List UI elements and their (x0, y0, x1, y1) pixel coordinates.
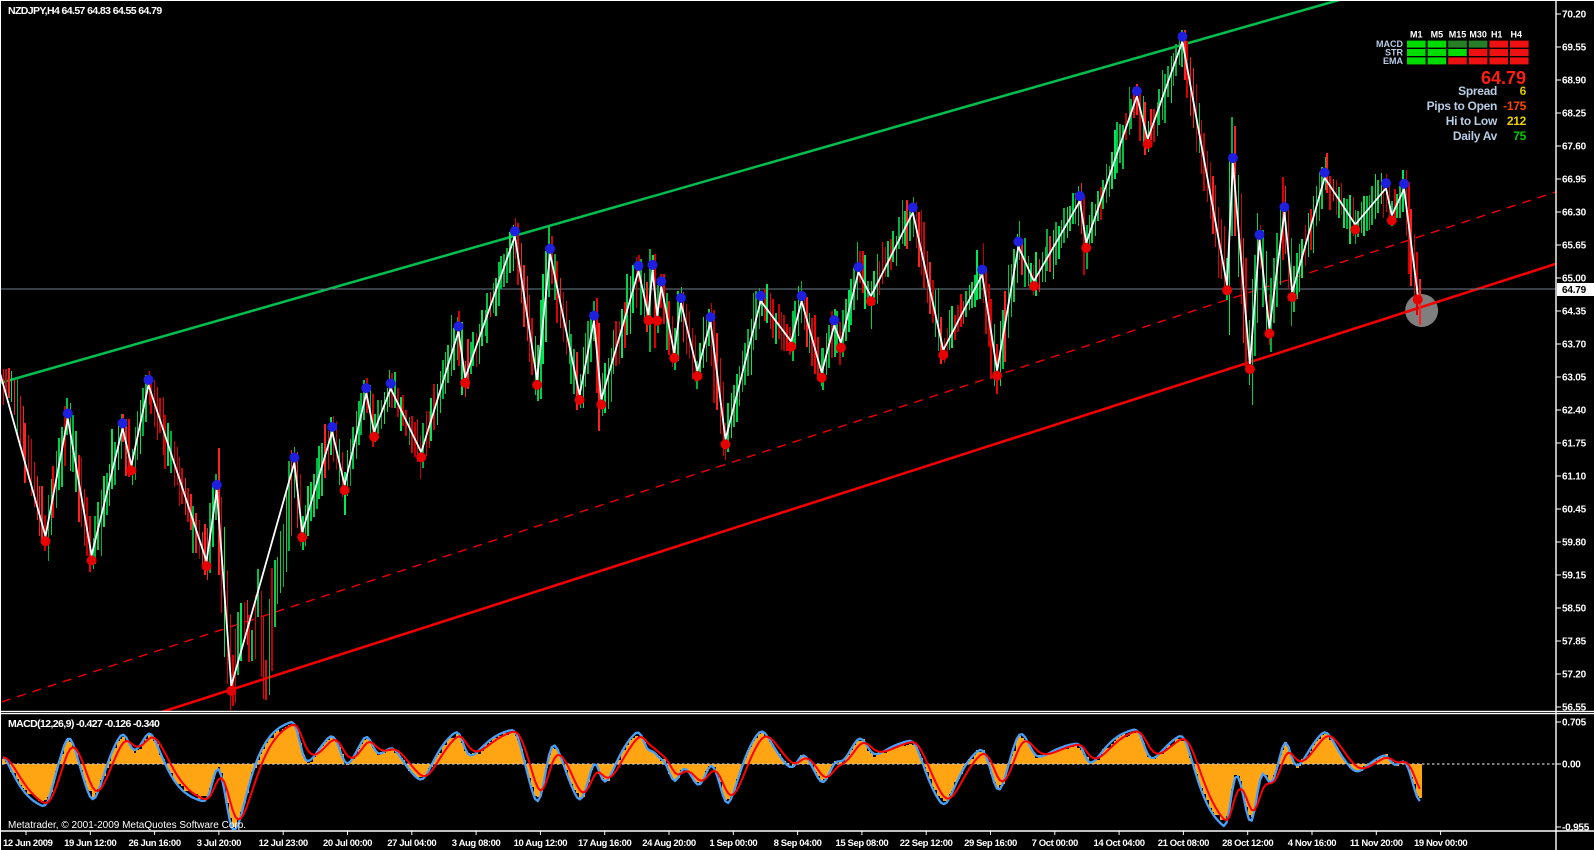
svg-text:Spread: Spread (1458, 84, 1497, 98)
svg-text:68.90: 68.90 (1562, 76, 1587, 87)
svg-text:Pips to Open: Pips to Open (1427, 99, 1497, 113)
svg-text:20 Jul 00:00: 20 Jul 00:00 (323, 838, 372, 849)
svg-text:M1: M1 (1410, 30, 1423, 40)
svg-text:0.705: 0.705 (1562, 718, 1587, 729)
svg-text:6: 6 (1520, 84, 1527, 98)
svg-text:15 Sep 08:00: 15 Sep 08:00 (836, 838, 889, 849)
svg-text:H1: H1 (1491, 30, 1503, 40)
svg-text:4 Nov 16:00: 4 Nov 16:00 (1288, 838, 1337, 849)
svg-text:1 Sep 00:00: 1 Sep 00:00 (709, 838, 757, 849)
svg-text:14 Oct 04:00: 14 Oct 04:00 (1094, 838, 1145, 849)
svg-text:NZDJPY,H4 64.57 64.83 64.55 6: NZDJPY,H4 64.57 64.83 64.55 64.79 (8, 5, 162, 17)
svg-text:61.10: 61.10 (1562, 472, 1587, 483)
svg-text:59.80: 59.80 (1562, 538, 1587, 549)
svg-text:57.20: 57.20 (1562, 670, 1587, 681)
svg-text:M30: M30 (1469, 30, 1487, 40)
svg-text:63.70: 63.70 (1562, 340, 1587, 351)
svg-text:10 Aug 12:00: 10 Aug 12:00 (514, 838, 568, 849)
svg-text:12 Jun 2009: 12 Jun 2009 (3, 838, 53, 849)
svg-text:3 Aug 08:00: 3 Aug 08:00 (452, 838, 501, 849)
svg-text:63.05: 63.05 (1562, 373, 1587, 384)
svg-text:12 Jul 23:00: 12 Jul 23:00 (259, 838, 308, 849)
svg-text:M15: M15 (1449, 30, 1467, 40)
svg-text:-0.955: -0.955 (1562, 823, 1590, 834)
svg-text:0.00: 0.00 (1562, 760, 1581, 771)
svg-text:11 Nov 20:00: 11 Nov 20:00 (1350, 838, 1403, 849)
svg-text:59.15: 59.15 (1562, 571, 1587, 582)
svg-text:19 Nov 00:00: 19 Nov 00:00 (1414, 838, 1467, 849)
svg-text:58.50: 58.50 (1562, 604, 1587, 615)
svg-text:28 Oct 12:00: 28 Oct 12:00 (1222, 838, 1273, 849)
svg-text:Daily Av: Daily Av (1453, 129, 1498, 143)
svg-text:212: 212 (1507, 114, 1527, 128)
svg-text:MACD: MACD (1376, 39, 1403, 49)
svg-text:26 Jun 16:00: 26 Jun 16:00 (128, 838, 180, 849)
svg-text:64.35: 64.35 (1562, 307, 1587, 318)
svg-text:3 Jul 20:00: 3 Jul 20:00 (197, 838, 241, 849)
svg-text:69.55: 69.55 (1562, 43, 1587, 54)
svg-text:65.00: 65.00 (1562, 274, 1587, 285)
svg-text:24 Aug 20:00: 24 Aug 20:00 (642, 838, 696, 849)
svg-text:17 Aug 16:00: 17 Aug 16:00 (578, 838, 632, 849)
svg-text:61.75: 61.75 (1562, 439, 1587, 450)
svg-text:Metatrader, © 2001-2009 MetaQu: Metatrader, © 2001-2009 MetaQuotes Softw… (8, 820, 246, 831)
svg-text:65.65: 65.65 (1562, 241, 1587, 252)
svg-text:66.30: 66.30 (1562, 208, 1587, 219)
svg-text:22 Sep 12:00: 22 Sep 12:00 (900, 838, 953, 849)
svg-text:8 Sep 04:00: 8 Sep 04:00 (774, 838, 822, 849)
svg-text:64.79: 64.79 (1562, 285, 1587, 296)
svg-text:70.20: 70.20 (1562, 10, 1587, 21)
svg-text:29 Sep 16:00: 29 Sep 16:00 (964, 838, 1017, 849)
svg-text:21 Oct 08:00: 21 Oct 08:00 (1158, 838, 1209, 849)
svg-text:STR: STR (1385, 48, 1404, 58)
svg-text:MACD(12,26,9) -0.427 -0.126 -0: MACD(12,26,9) -0.427 -0.126 -0.340 (8, 718, 160, 730)
svg-text:H4: H4 (1511, 30, 1523, 40)
svg-text:75: 75 (1513, 129, 1526, 143)
svg-text:M5: M5 (1431, 30, 1444, 40)
svg-text:EMA: EMA (1383, 56, 1404, 66)
svg-text:7 Oct 00:00: 7 Oct 00:00 (1032, 838, 1078, 849)
svg-text:60.45: 60.45 (1562, 505, 1587, 516)
svg-text:66.95: 66.95 (1562, 175, 1587, 186)
svg-text:Hi to Low: Hi to Low (1446, 114, 1498, 128)
svg-text:64.79: 64.79 (1481, 68, 1526, 88)
svg-text:68.25: 68.25 (1562, 109, 1587, 120)
svg-text:67.60: 67.60 (1562, 142, 1587, 153)
svg-text:62.40: 62.40 (1562, 406, 1587, 417)
svg-text:-175: -175 (1503, 99, 1526, 113)
svg-text:57.85: 57.85 (1562, 637, 1587, 648)
svg-text:56.55: 56.55 (1562, 703, 1587, 714)
svg-text:27 Jul 04:00: 27 Jul 04:00 (387, 838, 436, 849)
svg-text:19 Jun 12:00: 19 Jun 12:00 (64, 838, 116, 849)
